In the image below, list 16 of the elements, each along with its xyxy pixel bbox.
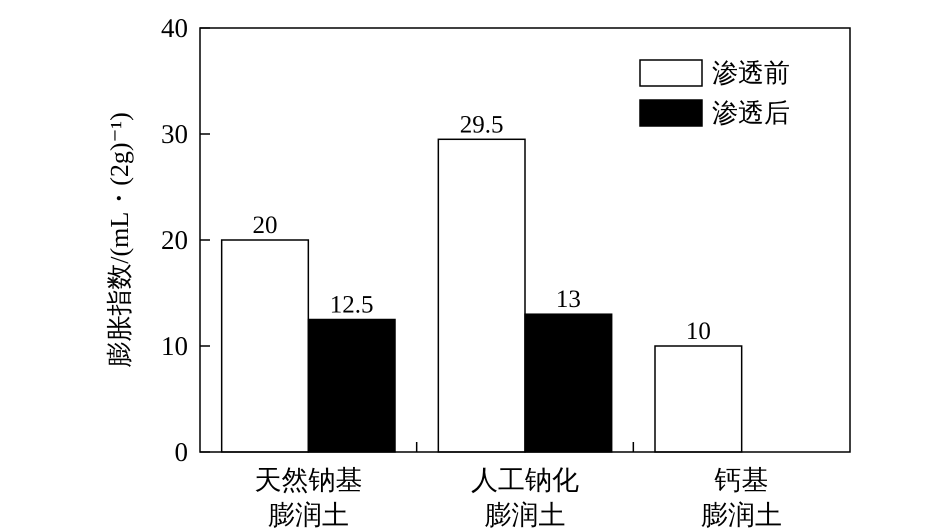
data-label: 29.5 [460, 111, 504, 138]
y-tick-label: 0 [174, 437, 188, 467]
y-tick-label: 10 [161, 331, 188, 361]
data-label: 12.5 [330, 292, 374, 318]
data-label: 10 [686, 318, 711, 345]
legend-label: 渗透前 [712, 58, 790, 88]
y-tick-label: 20 [161, 225, 188, 255]
x-tick-label: 人工钠化膨润土 [471, 465, 579, 530]
data-label: 13 [556, 286, 581, 314]
data-label: 20 [252, 212, 278, 239]
legend-label: 渗透后 [712, 98, 790, 128]
y-axis-title: 膨胀指数/(mL・(2g)⁻¹) [105, 112, 134, 368]
x-tick-label: 天然钠基膨润土 [254, 465, 362, 530]
y-tick-label: 30 [161, 119, 188, 149]
x-tick-label: 钙基膨润土 [701, 465, 782, 530]
y-tick-label: 40 [161, 13, 188, 43]
